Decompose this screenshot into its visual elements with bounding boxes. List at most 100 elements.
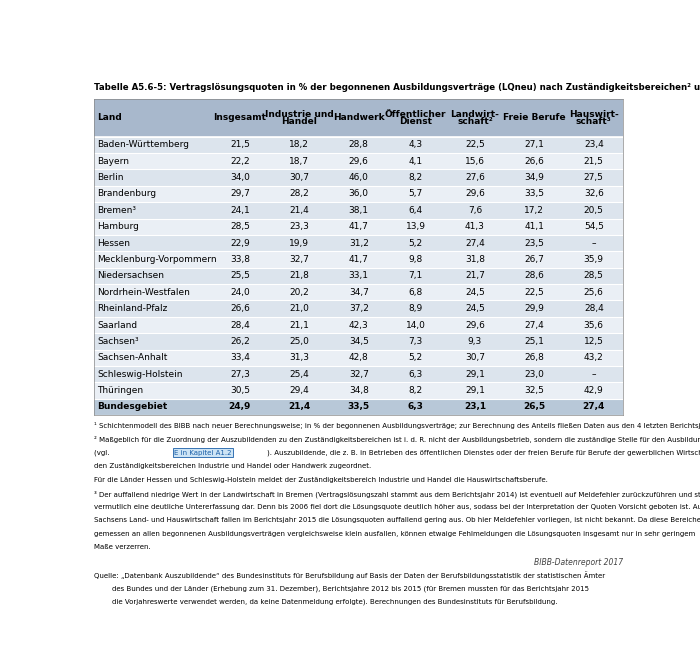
Bar <box>445 99 505 136</box>
Text: 12,5: 12,5 <box>584 337 603 346</box>
Bar <box>267 382 332 399</box>
Bar <box>332 366 386 382</box>
Bar <box>332 399 386 415</box>
Bar <box>386 284 445 301</box>
Bar <box>564 251 624 268</box>
Text: 33,5: 33,5 <box>524 190 545 198</box>
Bar <box>505 268 564 284</box>
Bar <box>386 153 445 170</box>
Text: 41,3: 41,3 <box>465 222 485 231</box>
Bar <box>564 382 624 399</box>
Text: Saarland: Saarland <box>97 321 137 330</box>
Bar <box>445 186 505 202</box>
Bar <box>445 219 505 235</box>
Text: Handel: Handel <box>281 117 317 126</box>
Bar <box>213 301 267 317</box>
Bar <box>267 350 332 366</box>
Text: 34,7: 34,7 <box>349 288 369 297</box>
Text: 6,4: 6,4 <box>408 206 423 215</box>
Text: 21,5: 21,5 <box>584 157 603 166</box>
Bar <box>505 399 564 415</box>
Bar <box>386 268 445 284</box>
Bar <box>267 284 332 301</box>
Text: 20,5: 20,5 <box>584 206 603 215</box>
Bar <box>332 251 386 268</box>
Text: 32,6: 32,6 <box>584 190 603 198</box>
Bar <box>505 301 564 317</box>
Text: 26,6: 26,6 <box>230 304 250 313</box>
Bar <box>94 284 213 301</box>
Bar <box>332 99 386 136</box>
Bar <box>94 317 213 333</box>
Bar <box>94 186 213 202</box>
Bar <box>267 301 332 317</box>
Text: 29,1: 29,1 <box>465 370 485 379</box>
Text: 42,8: 42,8 <box>349 353 369 362</box>
Bar <box>564 301 624 317</box>
Text: 23,0: 23,0 <box>524 370 545 379</box>
Bar <box>386 235 445 251</box>
Text: 21,4: 21,4 <box>289 206 309 215</box>
Bar <box>267 333 332 350</box>
Bar <box>564 136 624 153</box>
Text: 17,2: 17,2 <box>524 206 545 215</box>
Bar <box>445 153 505 170</box>
Text: 26,2: 26,2 <box>230 337 250 346</box>
Text: 24,5: 24,5 <box>465 288 485 297</box>
Text: Öffentlicher: Öffentlicher <box>385 110 446 119</box>
Text: 25,6: 25,6 <box>584 288 603 297</box>
Text: 19,9: 19,9 <box>289 239 309 247</box>
Text: 27,4: 27,4 <box>524 321 544 330</box>
Bar <box>213 350 267 366</box>
Text: 8,2: 8,2 <box>408 173 423 182</box>
Bar <box>94 170 213 186</box>
Bar <box>386 382 445 399</box>
Text: Für die Länder Hessen und Schleswig-Holstein meldet der Zuständigkeitsbereich In: Für die Länder Hessen und Schleswig-Hols… <box>94 477 548 483</box>
Text: den Zuständigkeitsbereichen Industrie und Handel oder Handwerk zugeordnet.: den Zuständigkeitsbereichen Industrie un… <box>94 463 371 469</box>
Text: –: – <box>592 239 596 247</box>
Bar <box>267 186 332 202</box>
Bar <box>94 235 213 251</box>
Text: Freie Berufe: Freie Berufe <box>503 114 566 122</box>
Bar <box>445 284 505 301</box>
Text: Dienst: Dienst <box>399 117 432 126</box>
Bar <box>445 170 505 186</box>
Text: 30,5: 30,5 <box>230 386 250 395</box>
Bar <box>332 301 386 317</box>
Bar <box>505 202 564 219</box>
Text: 7,3: 7,3 <box>408 337 423 346</box>
Text: 24,0: 24,0 <box>230 288 250 297</box>
Bar <box>505 136 564 153</box>
Text: Sachsens Land- und Hauswirtschaft fallen im Berichtsjahr 2015 die Lösungsquoten : Sachsens Land- und Hauswirtschaft fallen… <box>94 517 700 523</box>
Text: 9,3: 9,3 <box>468 337 482 346</box>
Bar <box>94 202 213 219</box>
Text: 4,1: 4,1 <box>408 157 423 166</box>
Text: 6,8: 6,8 <box>408 288 423 297</box>
Text: 24,1: 24,1 <box>230 206 250 215</box>
Bar <box>386 317 445 333</box>
Text: 15,6: 15,6 <box>465 157 485 166</box>
Text: 42,9: 42,9 <box>584 386 603 395</box>
Text: 31,2: 31,2 <box>349 239 369 247</box>
Text: 5,2: 5,2 <box>408 239 423 247</box>
Text: 28,2: 28,2 <box>289 190 309 198</box>
Bar <box>445 333 505 350</box>
Text: 29,9: 29,9 <box>524 304 545 313</box>
Bar <box>267 268 332 284</box>
Text: 41,1: 41,1 <box>524 222 545 231</box>
Text: 28,5: 28,5 <box>584 271 603 281</box>
Bar <box>94 301 213 317</box>
Bar <box>213 170 267 186</box>
Bar <box>445 382 505 399</box>
Bar <box>94 366 213 382</box>
Bar <box>445 301 505 317</box>
Bar <box>332 202 386 219</box>
Bar <box>332 153 386 170</box>
Text: 5,7: 5,7 <box>408 190 423 198</box>
Text: 7,1: 7,1 <box>408 271 423 281</box>
Bar <box>332 235 386 251</box>
Text: 33,4: 33,4 <box>230 353 250 362</box>
Text: 31,8: 31,8 <box>465 255 485 264</box>
Text: 29,6: 29,6 <box>465 321 485 330</box>
Bar <box>267 235 332 251</box>
